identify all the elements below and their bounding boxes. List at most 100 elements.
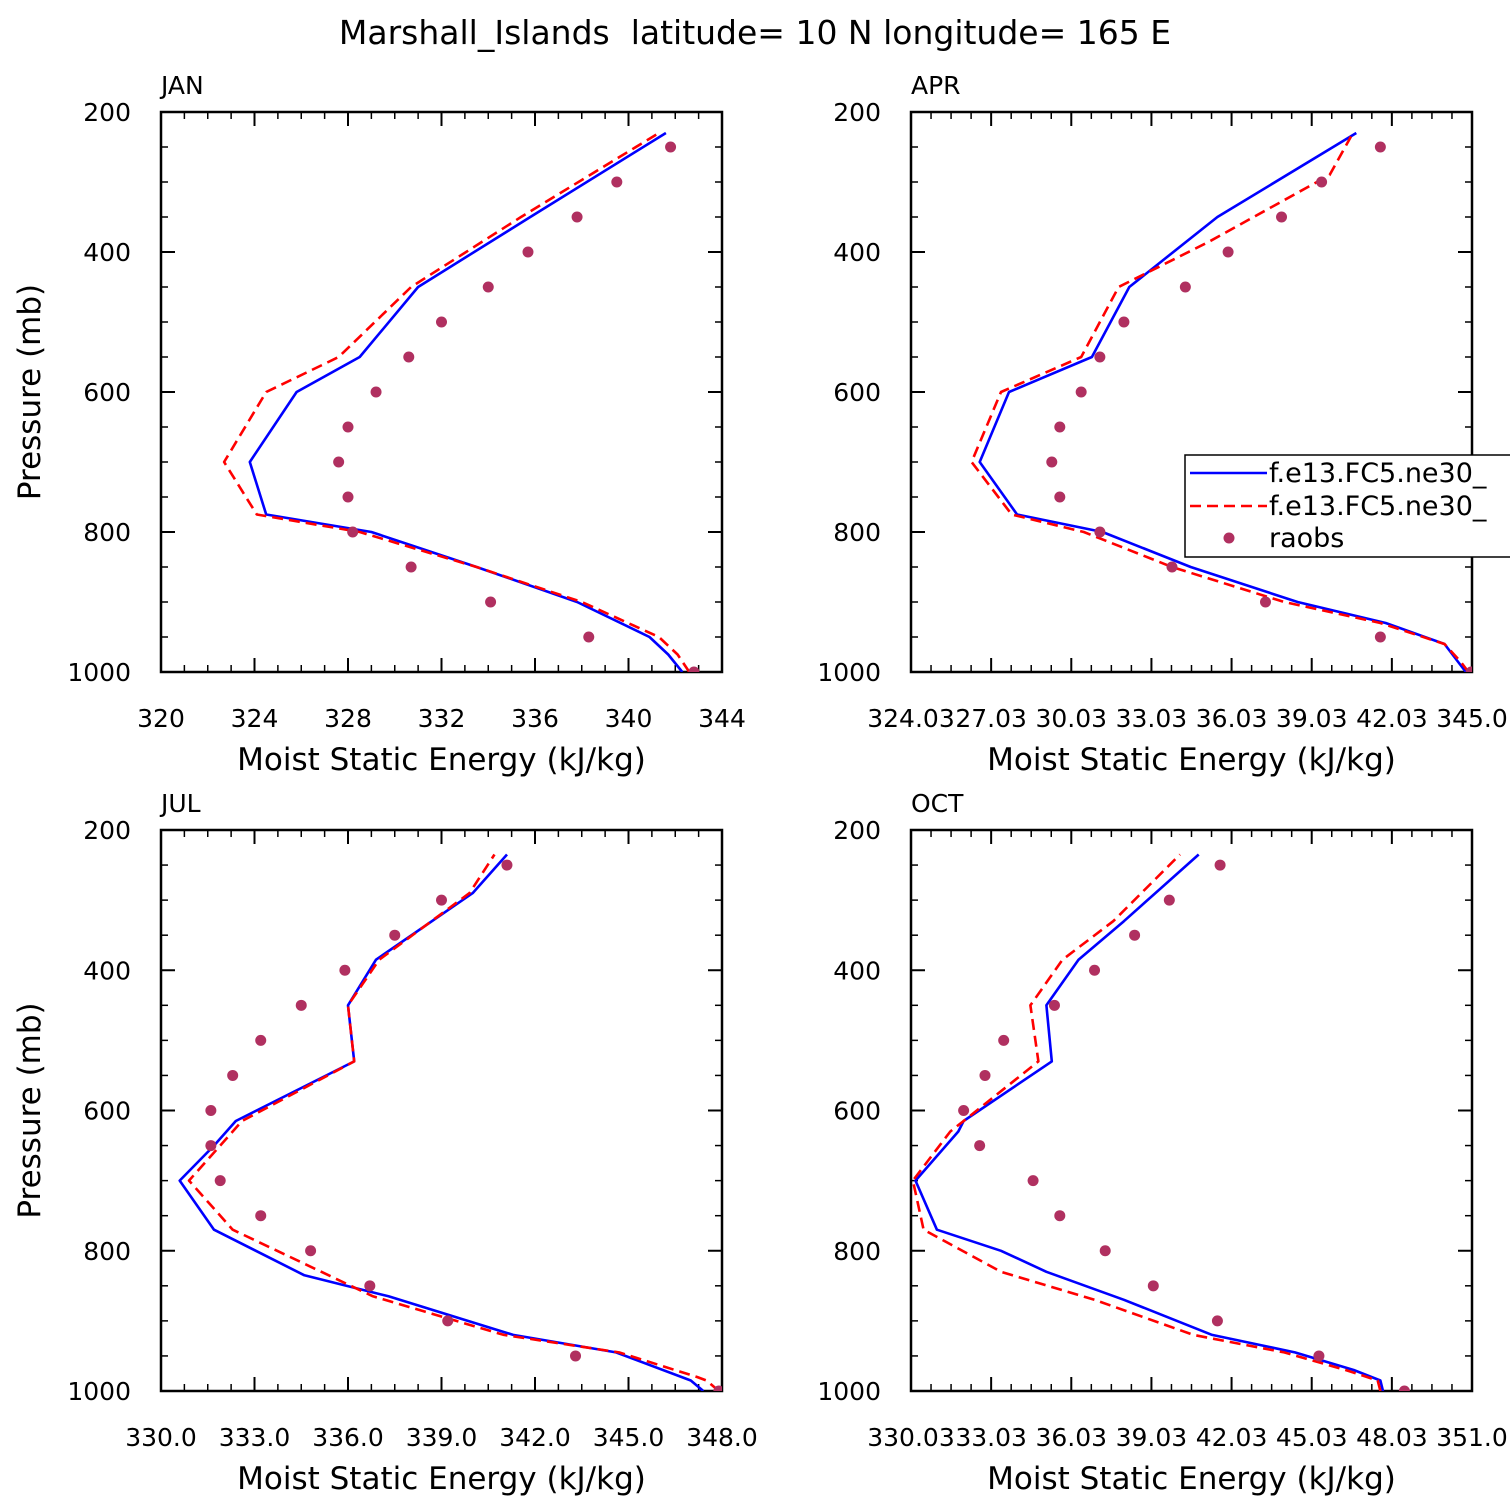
raobs-point (1089, 964, 1101, 976)
raobs-point (1054, 491, 1066, 503)
raobs-point (1094, 351, 1106, 363)
legend-label: f.e13.FC5.ne30_ (1269, 491, 1487, 522)
y-tick-label: 1000 (817, 1377, 881, 1406)
x-tick-label: 342.0 (499, 1423, 571, 1452)
x-tick-label: 336 (511, 704, 559, 733)
x-tick-label: 345.0 (593, 1423, 665, 1452)
raobs-point (1465, 666, 1472, 672)
raobs-point (1147, 1280, 1159, 1292)
y-tick-label: 600 (83, 378, 131, 407)
model-solid-line-oct (914, 853, 1385, 1391)
raobs-point (295, 999, 307, 1011)
raobs-point (1054, 1210, 1066, 1222)
raobs-point (1118, 316, 1130, 328)
raobs-point (1211, 1315, 1223, 1327)
y-tick-label: 200 (833, 816, 881, 845)
model-dashed-line-jan (222, 131, 691, 672)
x-tick-label: 330.03 (867, 1423, 954, 1452)
raobs-point (571, 211, 583, 223)
x-tick-label: 324.03 (867, 704, 954, 733)
raobs-point (205, 1140, 217, 1152)
raobs-point (485, 596, 497, 608)
y-axis-title-jul: Pressure (mb) (12, 1002, 48, 1218)
raobs-point (1046, 456, 1058, 468)
raobs-point (1222, 246, 1234, 258)
y-tick-label: 200 (83, 816, 131, 845)
raobs-point (1276, 211, 1288, 223)
raobs-point (333, 456, 345, 468)
x-tick-label: 48.03 (1356, 1423, 1428, 1452)
x-tick-label: 345.0 (1436, 704, 1508, 733)
raobs-point (501, 859, 513, 871)
plot-frame-apr (909, 110, 1474, 674)
raobs-point (389, 929, 401, 941)
y-tick-label: 600 (833, 378, 881, 407)
x-axis-title-jul: Moist Static Energy (kJ/kg) (237, 1461, 646, 1497)
x-tick-label: 320 (137, 704, 185, 733)
raobs-point (370, 386, 382, 398)
raobs-point (688, 666, 700, 672)
raobs-point (403, 351, 415, 363)
panel-title-jul: JUL (159, 789, 201, 818)
y-axis-title-jan: Pressure (mb) (12, 284, 48, 500)
figure-title: Marshall_Islands latitude= 10 N longitud… (339, 13, 1171, 52)
raobs-point (1374, 631, 1386, 643)
raobs-point (339, 964, 351, 976)
model-solid-line-apr (978, 131, 1467, 672)
raobs-point (979, 1069, 991, 1081)
raobs-point (227, 1069, 239, 1081)
x-tick-label: 45.03 (1276, 1423, 1348, 1452)
x-tick-label: 339.0 (406, 1423, 478, 1452)
raobs-point (1054, 421, 1066, 433)
y-tick-label: 800 (833, 518, 881, 547)
raobs-point (974, 1140, 986, 1152)
raobs-point (998, 1034, 1010, 1046)
panel-oct: OCT 330.03 33.03 36.03 39.03 42.03 45.03 48.03 3… (817, 789, 1507, 1497)
raobs-point (214, 1175, 226, 1187)
model-dashed-line-oct (911, 853, 1382, 1391)
x-tick-label: 333.0 (219, 1423, 291, 1452)
y-tick-label: 200 (83, 98, 131, 127)
series-group-jan (222, 131, 700, 672)
x-tick-label: 324 (231, 704, 279, 733)
raobs-point (305, 1245, 317, 1257)
x-tick-label: 30.03 (1035, 704, 1107, 733)
raobs-point (522, 246, 534, 258)
x-tick-label: 328 (324, 704, 372, 733)
y-tick-label: 800 (83, 1237, 131, 1266)
series-group-jul (178, 853, 722, 1391)
x-tick-label: 39.03 (1276, 704, 1348, 733)
x-tick-label: 33.03 (1116, 704, 1188, 733)
panel-jan: JAN 320 324 328 332 336 340 344 200 400 600 800 1000… (12, 71, 746, 778)
y-tick-label: 400 (83, 956, 131, 985)
x-tick-label: 336.0 (312, 1423, 384, 1452)
x-tick-label: 332 (418, 704, 466, 733)
raobs-point (1163, 894, 1175, 906)
x-tick-label: 42.03 (1356, 704, 1428, 733)
y-tick-label: 1000 (67, 1377, 131, 1406)
y-tick-label: 800 (83, 518, 131, 547)
series-group-oct (911, 853, 1410, 1391)
x-tick-label: 36.03 (1196, 704, 1268, 733)
x-tick-label: 351.0 (1436, 1423, 1508, 1452)
x-axis-title-oct: Moist Static Energy (kJ/kg) (987, 1461, 1396, 1497)
raobs-point (1094, 526, 1106, 538)
raobs-point (1374, 141, 1386, 153)
raobs-point (255, 1210, 267, 1222)
raobs-point (1166, 561, 1178, 573)
plot-frame-oct (909, 828, 1474, 1393)
raobs-point (583, 631, 595, 643)
x-axis-title-apr: Moist Static Energy (kJ/kg) (987, 742, 1396, 778)
raobs-point (1179, 281, 1191, 293)
x-tick-label: 340 (605, 704, 653, 733)
x-tick-label: 330.0 (125, 1423, 197, 1452)
y-tick-label: 400 (833, 956, 881, 985)
raobs-point (342, 491, 354, 503)
raobs-point (713, 1385, 722, 1391)
x-tick-label: 348.0 (686, 1423, 758, 1452)
raobs-point (205, 1105, 217, 1116)
legend: f.e13.FC5.ne30_f.e13.FC5.ne30_raobs (1184, 454, 1510, 558)
raobs-point (1075, 386, 1087, 398)
model-dashed-line-apr (970, 135, 1470, 672)
x-tick-label: 39.03 (1116, 1423, 1188, 1452)
